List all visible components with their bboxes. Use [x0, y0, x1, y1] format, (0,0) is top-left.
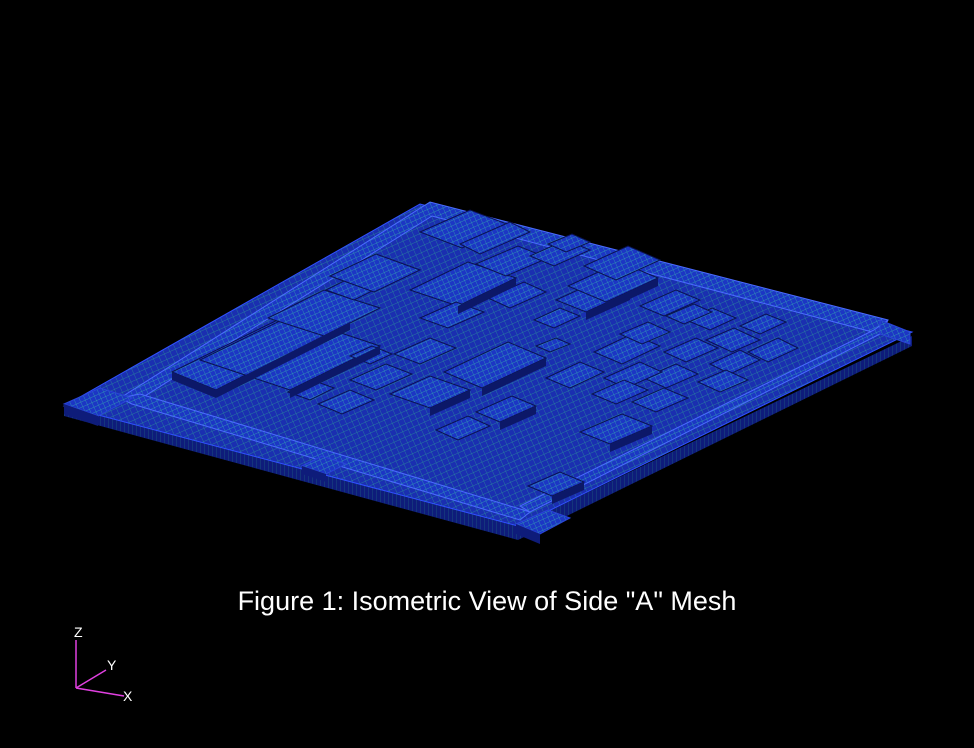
components — [170, 209, 800, 497]
x-axis-line — [75, 687, 125, 697]
x-axis-label: X — [123, 688, 133, 704]
z-axis-label: Z — [74, 624, 83, 640]
coordinate-triad: Z Y X — [74, 624, 133, 704]
y-axis-line — [75, 669, 107, 689]
figure-caption: Figure 1: Isometric View of Side "A" Mes… — [237, 586, 737, 616]
circuit-board-mesh — [62, 201, 914, 544]
y-axis-label: Y — [107, 657, 117, 673]
component-sides — [172, 278, 658, 504]
